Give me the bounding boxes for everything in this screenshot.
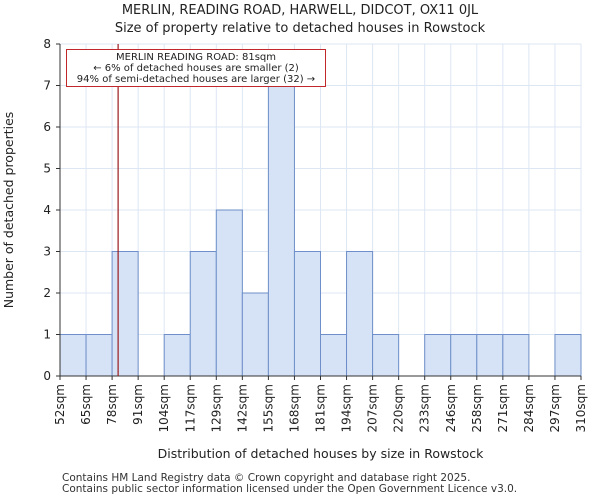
- y-tick-label: 5: [43, 162, 51, 176]
- x-tick-label: 233sqm: [418, 384, 432, 432]
- x-tick-label: 142sqm: [235, 384, 249, 432]
- y-tick-label: 7: [43, 79, 51, 93]
- x-tick-label: 155sqm: [261, 384, 275, 432]
- x-tick-label: 117sqm: [183, 384, 197, 432]
- annotation-line-1: MERLIN READING ROAD: 81sqm: [116, 52, 276, 63]
- histogram-bar: [241, 292, 269, 377]
- histogram-bar: [163, 334, 191, 377]
- y-tick-label: 1: [43, 328, 51, 342]
- marker-annotation: MERLIN READING ROAD: 81sqm ← 6% of detac…: [66, 49, 326, 87]
- x-tick-label: 78sqm: [105, 384, 119, 425]
- x-tick-label: 297sqm: [548, 384, 562, 432]
- histogram-bar: [502, 334, 530, 377]
- histogram-bar: [215, 209, 243, 377]
- x-tick-label: 52sqm: [53, 384, 67, 425]
- histogram-bar: [320, 334, 348, 377]
- chart-title: MERLIN, READING ROAD, HARWELL, DIDCOT, O…: [121, 3, 479, 18]
- histogram-bar: [424, 334, 452, 377]
- x-tick-label: 194sqm: [340, 384, 354, 432]
- annotation-line-2: ← 6% of detached houses are smaller (2): [93, 63, 299, 74]
- x-tick-label: 181sqm: [314, 384, 328, 432]
- footer-line-2: Contains public sector information licen…: [62, 483, 518, 495]
- y-axis-title: Number of detached properties: [1, 112, 16, 309]
- y-tick-label: 3: [43, 245, 51, 259]
- x-tick-label: 104sqm: [157, 384, 171, 432]
- x-tick-label: 65sqm: [79, 384, 93, 425]
- histogram-bar: [189, 251, 217, 377]
- y-tick-label: 0: [43, 369, 51, 383]
- x-tick-label: 168sqm: [287, 384, 301, 432]
- x-tick-label: 220sqm: [392, 384, 406, 432]
- x-axis-title: Distribution of detached houses by size …: [158, 446, 484, 461]
- histogram-bar: [267, 85, 295, 377]
- x-tick-label: 310sqm: [574, 384, 588, 432]
- chart-title-block: MERLIN, READING ROAD, HARWELL, DIDCOT, O…: [0, 2, 600, 38]
- x-tick-label: 246sqm: [444, 384, 458, 432]
- histogram-bar: [372, 334, 400, 377]
- x-tick-label: 284sqm: [522, 384, 536, 432]
- histogram-bar: [346, 251, 374, 377]
- x-tick-label: 129sqm: [209, 384, 223, 432]
- y-tick-label: 2: [43, 286, 51, 300]
- y-tick-label: 4: [43, 203, 51, 217]
- x-tick-label: 258sqm: [470, 384, 484, 432]
- chart-subtitle: Size of property relative to detached ho…: [114, 21, 486, 36]
- x-tick-label: 91sqm: [131, 384, 145, 425]
- histogram-bar: [450, 334, 478, 377]
- annotation-line-3: 94% of semi-detached houses are larger (…: [76, 74, 316, 85]
- histogram-bar: [111, 251, 139, 377]
- y-tick-label: 6: [43, 120, 51, 134]
- histogram-bar: [554, 334, 582, 377]
- histogram-bar: [293, 251, 322, 377]
- x-tick-label: 207sqm: [366, 384, 380, 432]
- histogram-bar: [476, 334, 504, 377]
- footer: Contains HM Land Registry data © Crown c…: [62, 473, 517, 495]
- footer-line-1: Contains HM Land Registry data © Crown c…: [62, 472, 471, 484]
- x-tick-label: 271sqm: [496, 384, 510, 432]
- histogram-bar: [85, 334, 113, 377]
- y-tick-label: 8: [43, 37, 51, 51]
- histogram-bar: [59, 334, 87, 377]
